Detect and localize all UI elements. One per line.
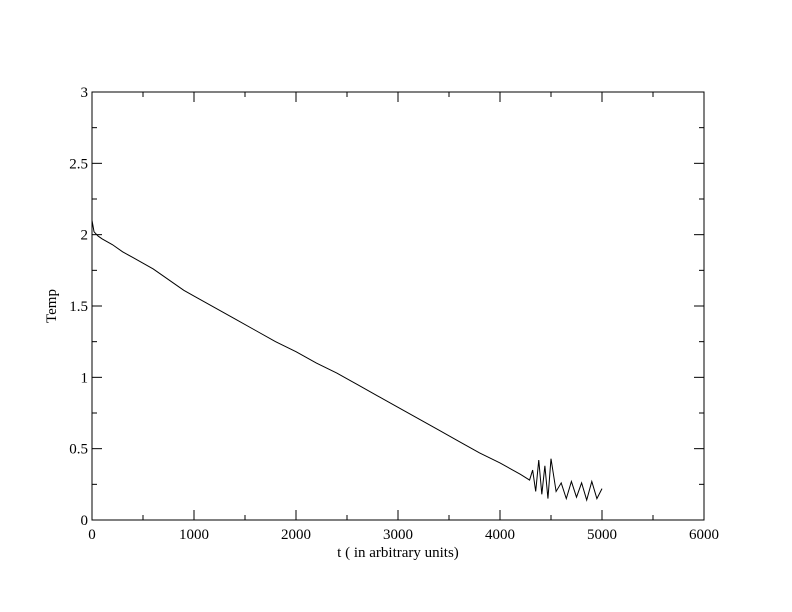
- plot-area: [91, 91, 705, 521]
- series-layer: [91, 220, 603, 502]
- series-line: [91, 220, 603, 502]
- x-tick-label: 0: [88, 527, 96, 543]
- y-tick-label: 2.5: [69, 156, 88, 172]
- y-tick-label: 3: [81, 85, 89, 101]
- x-axis-title: t ( in arbitrary units): [337, 545, 459, 561]
- x-tick-label: 5000: [587, 527, 617, 543]
- y-tick-label: 0.5: [69, 442, 88, 458]
- y-tick-label: 0: [81, 513, 89, 529]
- x-tick-label: 1000: [179, 527, 209, 543]
- y-axis-title: Temp: [44, 289, 60, 323]
- x-tick-label: 2000: [281, 527, 311, 543]
- y-tick-label: 1: [81, 370, 89, 386]
- x-tick-label: 6000: [689, 527, 719, 543]
- tick-labels: 0 1000 2000 3000 4000 5000 6000 0 0.5 1 1.5 2 2.5 3: [69, 85, 719, 543]
- x-tick-label: 4000: [485, 527, 515, 543]
- y-tick-label: 2: [81, 228, 89, 244]
- y-tick-label: 1.5: [69, 299, 88, 315]
- axis-ticks: [91, 91, 705, 521]
- x-tick-label: 3000: [383, 527, 413, 543]
